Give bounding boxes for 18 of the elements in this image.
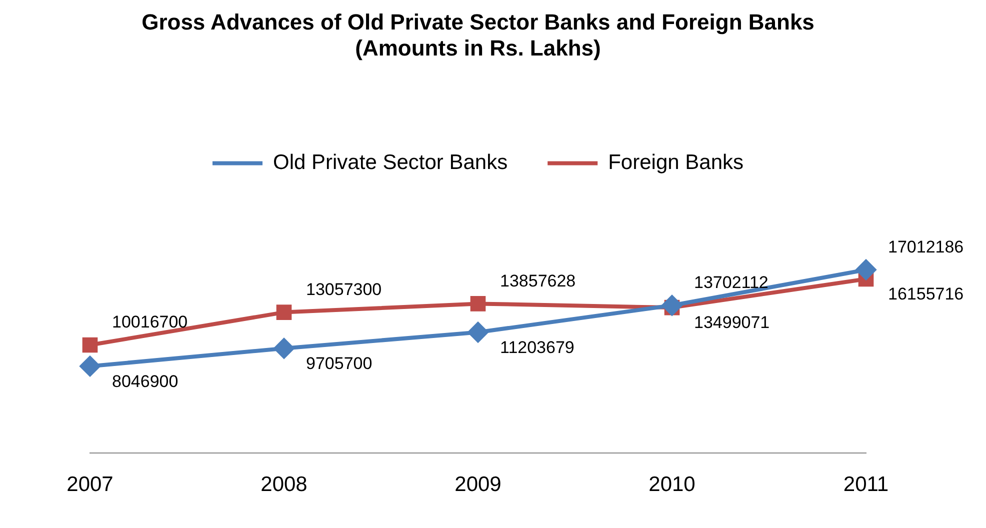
data-label: 9705700 [306,354,372,374]
data-label: 13057300 [306,280,382,299]
x-tick-label: 2011 [843,473,889,496]
data-label: 16155716 [888,284,964,304]
x-tick-label: 2007 [66,473,114,496]
data-label: 8046900 [112,372,178,391]
data-label: 11203679 [500,338,574,357]
legend-label: Old Private Sector Banks [273,151,508,174]
x-tick-label: 2009 [454,473,502,496]
x-tick-label: 2008 [260,473,308,496]
x-tick-label: 2010 [648,473,696,496]
data-label: 13857628 [500,271,576,290]
data-label: 13499071 [694,313,770,332]
data-label: 10016700 [112,312,188,332]
chart-title: Gross Advances of Old Private Sector Banks and Foreign Banks (Amounts in Rs. Lakhs) [142,9,814,61]
data-label: 13702112 [694,273,768,292]
data-label: 17012186 [888,237,964,256]
legend-label: Foreign Banks [608,151,744,174]
